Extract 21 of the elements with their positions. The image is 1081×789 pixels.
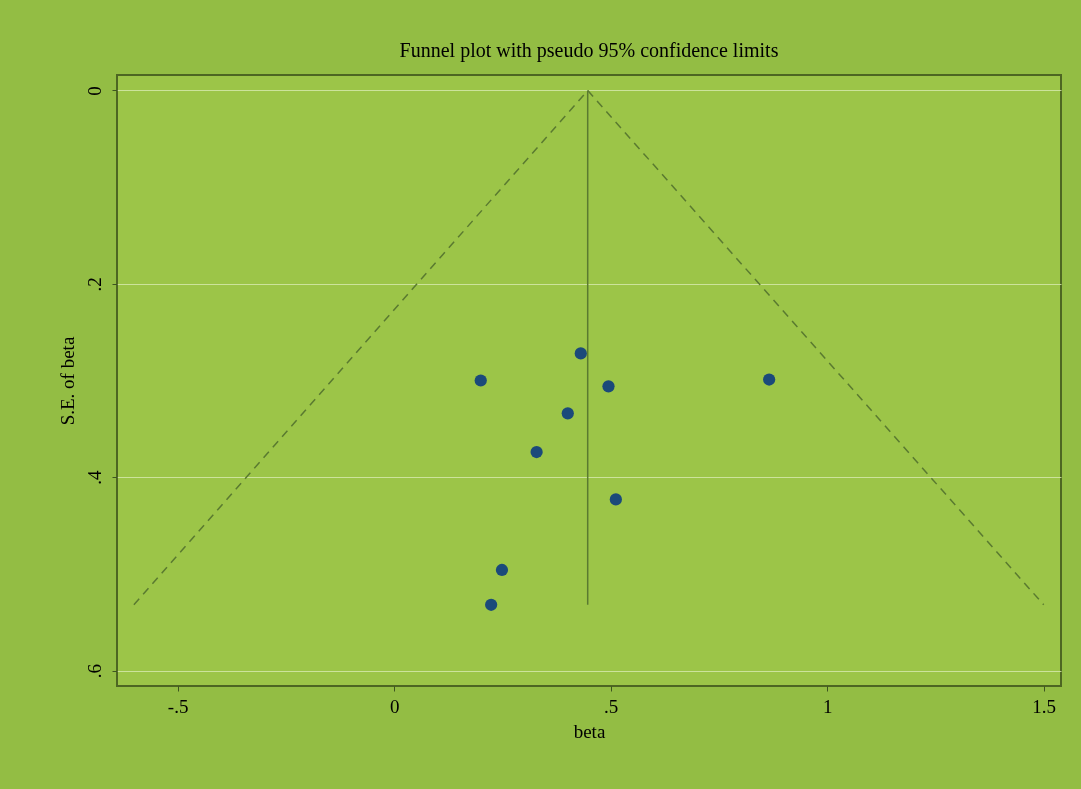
chart-title: Funnel plot with pseudo 95% confidence limits	[399, 39, 779, 62]
y-tick-label: 0	[83, 86, 105, 96]
point	[602, 380, 615, 393]
x-tick-label: -.5	[167, 695, 189, 717]
point	[495, 563, 509, 577]
point	[609, 493, 622, 506]
y-tick-label: .2	[83, 277, 105, 292]
y-tick-label: .4	[83, 470, 105, 485]
y-axis-title: S.E. of beta	[56, 336, 78, 426]
point	[485, 598, 498, 611]
y-tick-label: .6	[83, 663, 105, 679]
x-tick-label: 1	[822, 695, 833, 717]
point	[763, 373, 776, 386]
x-axis-title: beta	[573, 720, 606, 742]
point	[574, 347, 587, 360]
x-tick-label: .5	[604, 695, 619, 717]
point	[561, 407, 574, 420]
point	[530, 445, 543, 459]
point	[474, 374, 487, 387]
x-tick-label: 0	[389, 695, 400, 717]
x-tick-label: 1.5	[1032, 695, 1057, 717]
